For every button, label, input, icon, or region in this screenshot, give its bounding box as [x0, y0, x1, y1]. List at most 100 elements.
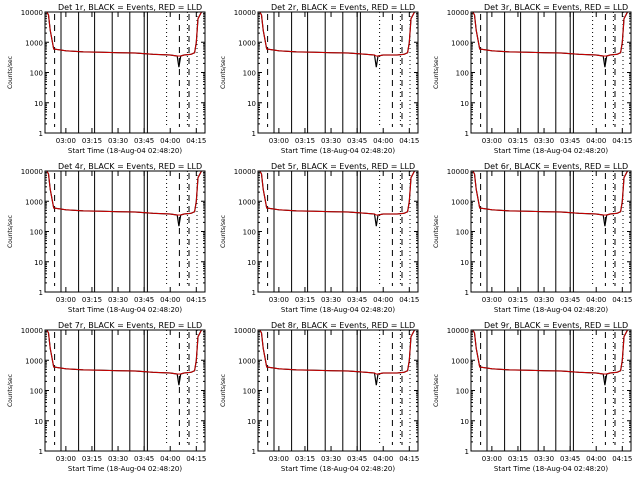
panel-title: Det 7r, BLACK = Events, RED = LLD	[58, 321, 202, 330]
x-tick-label: 03:45	[560, 455, 580, 463]
y-tick-label: 10000	[21, 327, 43, 335]
plot-frame	[44, 11, 206, 134]
panel-5: 1 10 100 1000 10000 03:00 03:15 03:30 03:45 04:00…	[220, 162, 419, 314]
y-tick-label: 10000	[447, 168, 469, 176]
x-tick-label: 03:45	[134, 296, 154, 304]
y-tick-label: 100	[30, 229, 43, 237]
x-tick-label: 03:30	[108, 455, 128, 463]
x-tick-label: 03:30	[321, 455, 341, 463]
y-tick-label: 1000	[25, 39, 43, 47]
x-tick-label: 03:45	[347, 137, 367, 145]
x-axis-label: Start Time (18-Aug-04 02:48:20)	[494, 306, 608, 314]
x-tick-label: 04:00	[373, 296, 393, 304]
x-tick-label: 03:30	[108, 296, 128, 304]
x-tick-label: 03:15	[508, 455, 528, 463]
y-tick-label: 1	[39, 289, 43, 297]
x-tick-label: 04:00	[586, 455, 606, 463]
y-tick-label: 10	[460, 418, 469, 426]
x-tick-label: 04:15	[399, 296, 419, 304]
panel-title: Det 2r, BLACK = Events, RED = LLD	[271, 3, 415, 12]
x-tick-label: 04:00	[160, 137, 180, 145]
series-line-black	[472, 170, 629, 227]
y-tick-label: 100	[456, 229, 469, 237]
x-tick-label: 04:00	[586, 137, 606, 145]
series-line-black	[472, 11, 629, 68]
y-tick-label: 1000	[451, 357, 469, 365]
panel-6: 1 10 100 1000 10000 03:00 03:15 03:30 03:45 04:00…	[433, 162, 632, 314]
x-tick-label: 03:00	[56, 455, 76, 463]
y-tick-label: 1	[39, 448, 43, 456]
panel-1: 1 10 100 1000 10000 03:00 03:15 03:30 03:45 04:00…	[7, 3, 206, 155]
panel-2: 1 10 100 1000 10000 03:00 03:15 03:30 03:45 04:00…	[220, 3, 419, 155]
y-tick-label: 1	[39, 130, 43, 138]
x-tick-label: 03:00	[56, 296, 76, 304]
series-line-red	[46, 329, 202, 375]
panel-title: Det 5r, BLACK = Events, RED = LLD	[271, 162, 415, 171]
series-line-red	[259, 11, 415, 57]
y-tick-label: 100	[30, 388, 43, 396]
x-tick-label: 04:00	[160, 455, 180, 463]
x-tick-label: 03:15	[508, 137, 528, 145]
x-axis-label: Start Time (18-Aug-04 02:48:20)	[281, 465, 395, 473]
x-tick-label: 03:15	[295, 455, 315, 463]
series-line-black	[259, 329, 416, 386]
y-tick-label: 100	[243, 229, 256, 237]
y-tick-label: 10	[247, 100, 256, 108]
series-line-red	[472, 170, 628, 216]
panel-7: 1 10 100 1000 10000 03:00 03:15 03:30 03:45 04:00…	[7, 321, 206, 473]
plot-frame	[44, 170, 206, 293]
series-line-red	[472, 11, 628, 57]
y-tick-label: 100	[243, 70, 256, 78]
x-tick-label: 03:15	[82, 455, 102, 463]
y-tick-label: 10000	[234, 9, 256, 17]
x-tick-label: 03:30	[321, 296, 341, 304]
plot-frame	[257, 11, 419, 134]
panel-title: Det 1r, BLACK = Events, RED = LLD	[58, 3, 202, 12]
x-tick-label: 03:45	[134, 455, 154, 463]
y-axis-label: Counts/sec	[433, 56, 440, 89]
x-tick-label: 04:15	[186, 137, 206, 145]
plot-frame	[470, 170, 632, 293]
y-axis-label: Counts/sec	[220, 374, 227, 407]
x-tick-label: 03:15	[295, 296, 315, 304]
series-line-red	[46, 11, 202, 57]
x-tick-label: 03:15	[82, 137, 102, 145]
y-tick-label: 100	[456, 70, 469, 78]
panel-title: Det 9r, BLACK = Events, RED = LLD	[484, 321, 628, 330]
series-line-black	[46, 329, 203, 386]
plot-frame	[470, 329, 632, 452]
x-tick-label: 03:45	[347, 455, 367, 463]
y-tick-label: 10	[34, 100, 43, 108]
y-tick-label: 100	[30, 70, 43, 78]
y-axis-label: Counts/sec	[7, 215, 14, 248]
x-axis-label: Start Time (18-Aug-04 02:48:20)	[494, 465, 608, 473]
series-line-black	[259, 170, 416, 227]
x-tick-label: 04:15	[612, 296, 632, 304]
x-axis-label: Start Time (18-Aug-04 02:48:20)	[281, 147, 395, 155]
y-tick-label: 1	[252, 130, 256, 138]
y-axis-label: Counts/sec	[220, 215, 227, 248]
x-axis-label: Start Time (18-Aug-04 02:48:20)	[494, 147, 608, 155]
x-tick-label: 04:00	[160, 296, 180, 304]
y-tick-label: 10000	[21, 9, 43, 17]
y-axis-label: Counts/sec	[220, 56, 227, 89]
panel-title: Det 6r, BLACK = Events, RED = LLD	[484, 162, 628, 171]
y-tick-label: 100	[243, 388, 256, 396]
x-tick-label: 03:30	[534, 455, 554, 463]
panel-9: 1 10 100 1000 10000 03:00 03:15 03:30 03:45 04:00…	[433, 321, 632, 473]
x-tick-label: 03:00	[482, 296, 502, 304]
panel-title: Det 4r, BLACK = Events, RED = LLD	[58, 162, 202, 171]
y-tick-label: 1000	[25, 198, 43, 206]
x-tick-label: 03:00	[269, 137, 289, 145]
y-tick-label: 10000	[21, 168, 43, 176]
y-tick-label: 100	[456, 388, 469, 396]
x-axis-label: Start Time (18-Aug-04 02:48:20)	[281, 306, 395, 314]
x-tick-label: 04:15	[186, 455, 206, 463]
x-tick-label: 04:15	[612, 455, 632, 463]
panel-title: Det 8r, BLACK = Events, RED = LLD	[271, 321, 415, 330]
y-axis-label: Counts/sec	[7, 56, 14, 89]
plot-frame	[257, 170, 419, 293]
y-tick-label: 1000	[451, 198, 469, 206]
panel-4: 1 10 100 1000 10000 03:00 03:15 03:30 03:45 04:00…	[7, 162, 206, 314]
